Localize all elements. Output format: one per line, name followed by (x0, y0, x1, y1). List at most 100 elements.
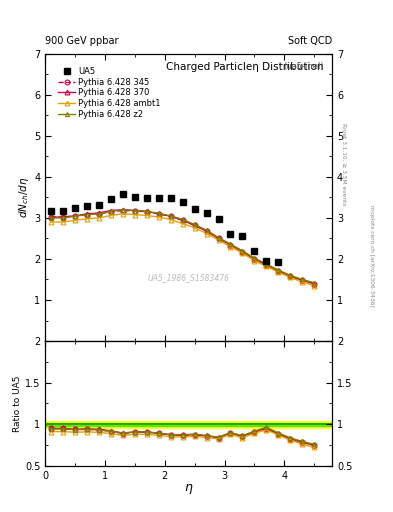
Pythia 6.428 345 (61, 214, 66, 220)
UA5 (228, 230, 233, 237)
UA5 (264, 258, 269, 264)
Pythia 6.428 345 (312, 281, 316, 287)
Pythia 6.428 ambt1 (73, 217, 77, 223)
Pythia 6.428 370 (73, 213, 77, 219)
Pythia 6.428 ambt1 (216, 237, 221, 243)
Pythia 6.428 345 (288, 273, 293, 279)
Pythia 6.428 370 (240, 248, 245, 254)
Pythia 6.428 z2 (228, 241, 233, 247)
Pythia 6.428 370 (312, 281, 316, 287)
Pythia 6.428 ambt1 (97, 215, 101, 221)
Pythia 6.428 z2 (108, 208, 113, 215)
Pythia 6.428 345 (300, 277, 305, 283)
Pythia 6.428 z2 (288, 272, 293, 279)
Pythia 6.428 z2 (276, 267, 281, 273)
Legend: UA5, Pythia 6.428 345, Pythia 6.428 370, Pythia 6.428 ambt1, Pythia 6.428 z2: UA5, Pythia 6.428 345, Pythia 6.428 370,… (55, 63, 164, 122)
Pythia 6.428 z2 (180, 217, 185, 223)
Pythia 6.428 345 (73, 213, 77, 219)
Pythia 6.428 370 (216, 236, 221, 242)
Pythia 6.428 345 (216, 236, 221, 242)
Line: Pythia 6.428 345: Pythia 6.428 345 (49, 208, 317, 286)
Pythia 6.428 345 (180, 217, 185, 223)
X-axis label: $\eta$: $\eta$ (184, 482, 193, 496)
Pythia 6.428 z2 (252, 255, 257, 261)
Pythia 6.428 z2 (168, 213, 173, 219)
Pythia 6.428 ambt1 (145, 212, 149, 219)
Line: Pythia 6.428 ambt1: Pythia 6.428 ambt1 (49, 211, 317, 288)
Pythia 6.428 370 (132, 207, 137, 214)
UA5 (49, 207, 53, 214)
Pythia 6.428 345 (132, 208, 137, 214)
UA5 (156, 195, 161, 201)
UA5 (204, 210, 209, 216)
UA5 (180, 199, 185, 205)
Pythia 6.428 z2 (216, 234, 221, 241)
Pythia 6.428 ambt1 (168, 217, 173, 223)
UA5 (61, 207, 66, 214)
Pythia 6.428 z2 (73, 213, 77, 219)
Pythia 6.428 345 (97, 211, 101, 217)
Pythia 6.428 345 (264, 262, 269, 268)
Pythia 6.428 370 (49, 214, 53, 220)
UA5 (276, 259, 281, 265)
Pythia 6.428 ambt1 (49, 219, 53, 225)
Pythia 6.428 ambt1 (276, 269, 281, 275)
Pythia 6.428 370 (192, 222, 197, 228)
Pythia 6.428 370 (145, 208, 149, 215)
Pythia 6.428 ambt1 (132, 211, 137, 218)
Pythia 6.428 370 (252, 256, 257, 262)
UA5 (97, 202, 101, 208)
Text: (ua5-inel): (ua5-inel) (283, 62, 324, 71)
Pythia 6.428 370 (108, 207, 113, 214)
UA5 (252, 248, 257, 254)
Pythia 6.428 ambt1 (300, 279, 305, 285)
Pythia 6.428 z2 (264, 261, 269, 267)
Text: UA5_1986_S1583476: UA5_1986_S1583476 (148, 273, 230, 282)
Pythia 6.428 z2 (121, 207, 125, 213)
Pythia 6.428 345 (240, 248, 245, 254)
Pythia 6.428 z2 (312, 280, 316, 286)
Pythia 6.428 345 (108, 209, 113, 215)
Pythia 6.428 z2 (145, 208, 149, 215)
Pythia 6.428 z2 (132, 207, 137, 214)
Pythia 6.428 370 (180, 217, 185, 223)
Pythia 6.428 345 (49, 214, 53, 220)
Text: mcplots.cern.ch [arXiv:1306.3436]: mcplots.cern.ch [arXiv:1306.3436] (369, 205, 374, 307)
Pythia 6.428 z2 (192, 221, 197, 227)
Pythia 6.428 345 (168, 213, 173, 219)
UA5 (145, 195, 149, 201)
Text: 900 GeV ppbar: 900 GeV ppbar (45, 36, 119, 46)
Pythia 6.428 ambt1 (228, 244, 233, 250)
Pythia 6.428 370 (288, 273, 293, 279)
Pythia 6.428 370 (264, 262, 269, 268)
Pythia 6.428 z2 (61, 215, 66, 221)
Pythia 6.428 ambt1 (312, 283, 316, 289)
UA5 (73, 205, 77, 211)
Pythia 6.428 370 (204, 228, 209, 234)
Pythia 6.428 ambt1 (156, 214, 161, 220)
UA5 (168, 195, 173, 201)
Pythia 6.428 ambt1 (180, 221, 185, 227)
Pythia 6.428 z2 (156, 210, 161, 217)
Pythia 6.428 370 (300, 277, 305, 283)
Pythia 6.428 370 (228, 242, 233, 248)
Pythia 6.428 ambt1 (61, 219, 66, 225)
Pythia 6.428 ambt1 (252, 258, 257, 264)
Pythia 6.428 345 (156, 211, 161, 217)
Pythia 6.428 ambt1 (240, 250, 245, 257)
Pythia 6.428 ambt1 (108, 212, 113, 219)
Text: Rivet 3.1.10, ≥ 3.5M events: Rivet 3.1.10, ≥ 3.5M events (342, 122, 346, 205)
UA5 (240, 233, 245, 240)
Pythia 6.428 z2 (240, 248, 245, 254)
Pythia 6.428 z2 (49, 215, 53, 221)
Pythia 6.428 345 (276, 268, 281, 274)
Line: UA5: UA5 (48, 191, 281, 265)
Pythia 6.428 ambt1 (192, 225, 197, 231)
Pythia 6.428 z2 (204, 227, 209, 233)
UA5 (121, 191, 125, 197)
Pythia 6.428 z2 (300, 276, 305, 283)
Pythia 6.428 ambt1 (288, 274, 293, 281)
Y-axis label: $dN_{ch}/d\eta$: $dN_{ch}/d\eta$ (17, 177, 31, 218)
Text: Soft QCD: Soft QCD (288, 36, 332, 46)
Pythia 6.428 345 (204, 228, 209, 234)
